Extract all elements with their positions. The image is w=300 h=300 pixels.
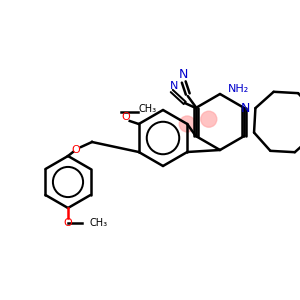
Text: CH₃: CH₃ xyxy=(139,104,157,114)
Circle shape xyxy=(201,111,217,127)
Text: N: N xyxy=(169,81,178,91)
Text: NH₂: NH₂ xyxy=(228,84,249,94)
Text: CH₃: CH₃ xyxy=(90,218,108,228)
Circle shape xyxy=(179,116,195,132)
Text: O: O xyxy=(72,145,80,155)
Text: N: N xyxy=(241,101,250,115)
Text: O: O xyxy=(122,112,130,122)
Text: N: N xyxy=(179,68,188,80)
Text: O: O xyxy=(64,218,72,228)
